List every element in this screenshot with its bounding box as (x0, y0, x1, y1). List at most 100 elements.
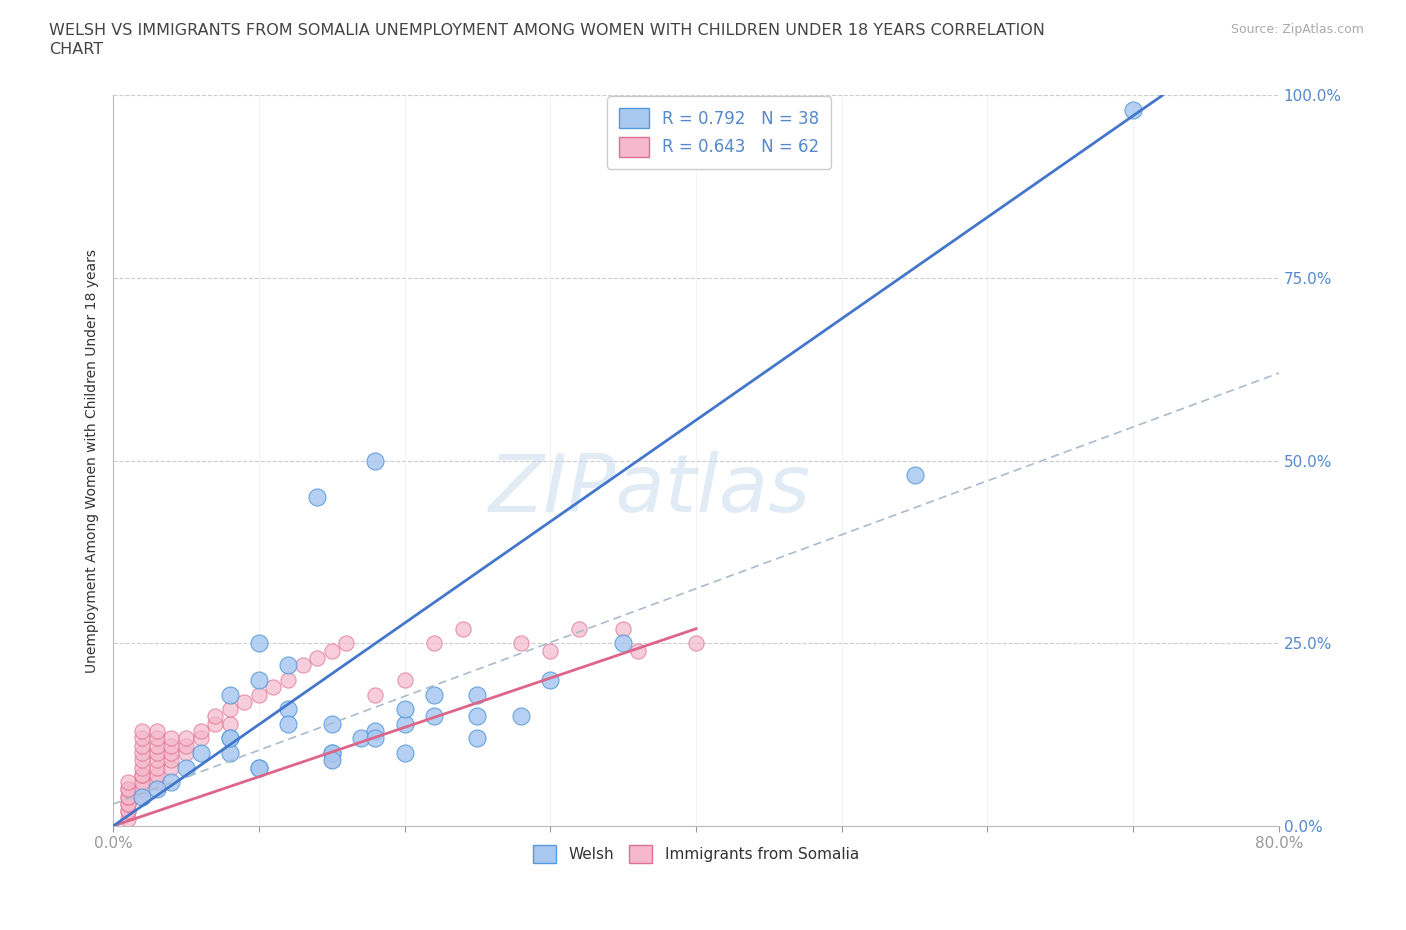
Point (394, 716, 416, 731)
Point (146, 782, 169, 797)
Point (117, 775, 139, 790)
Point (321, 746, 343, 761)
Point (423, 636, 446, 651)
Point (174, 738, 197, 753)
Point (904, 468, 927, 483)
Point (277, 672, 299, 687)
Point (247, 760, 270, 775)
Point (131, 767, 153, 782)
Point (277, 701, 299, 716)
Point (233, 695, 256, 710)
Point (117, 811, 139, 826)
Point (247, 687, 270, 702)
Point (146, 738, 169, 753)
Text: ZIPatlas: ZIPatlas (488, 451, 810, 529)
Point (510, 709, 533, 724)
Point (131, 782, 153, 797)
Point (307, 490, 329, 505)
Point (350, 731, 373, 746)
Point (1122, 102, 1144, 117)
Point (277, 658, 299, 672)
Point (160, 775, 183, 790)
Point (423, 687, 446, 702)
Point (117, 797, 139, 812)
Point (321, 752, 343, 767)
Point (160, 752, 183, 767)
Point (131, 746, 153, 761)
Point (174, 746, 197, 761)
Point (117, 782, 139, 797)
Point (204, 709, 226, 724)
Point (467, 709, 489, 724)
Point (160, 746, 183, 761)
Point (394, 701, 416, 716)
Point (131, 790, 153, 804)
Point (247, 672, 270, 687)
Legend: Welsh, Immigrants from Somalia: Welsh, Immigrants from Somalia (527, 839, 865, 870)
Point (685, 636, 707, 651)
Point (117, 790, 139, 804)
Point (627, 644, 650, 658)
Point (364, 453, 387, 468)
Point (612, 621, 634, 636)
Text: Source: ZipAtlas.com: Source: ZipAtlas.com (1230, 23, 1364, 36)
Point (146, 760, 169, 775)
Point (321, 752, 343, 767)
Point (117, 804, 139, 818)
Point (394, 746, 416, 761)
Point (247, 636, 270, 651)
Point (146, 731, 169, 746)
Point (160, 760, 183, 775)
Point (218, 716, 240, 731)
Text: WELSH VS IMMIGRANTS FROM SOMALIA UNEMPLOYMENT AMONG WOMEN WITH CHILDREN UNDER 18: WELSH VS IMMIGRANTS FROM SOMALIA UNEMPLO… (49, 23, 1045, 38)
Point (174, 760, 197, 775)
Point (510, 636, 533, 651)
Y-axis label: Unemployment Among Women with Children Under 18 years: Unemployment Among Women with Children U… (86, 248, 100, 672)
Point (131, 724, 153, 738)
Text: CHART: CHART (49, 42, 103, 57)
Point (364, 731, 387, 746)
Point (190, 724, 212, 738)
Point (146, 746, 169, 761)
Point (160, 738, 183, 753)
Point (117, 804, 139, 818)
Point (467, 731, 489, 746)
Point (131, 790, 153, 804)
Point (277, 716, 299, 731)
Point (146, 752, 169, 767)
Point (321, 716, 343, 731)
Point (146, 767, 169, 782)
Point (218, 731, 240, 746)
Point (218, 746, 240, 761)
Point (190, 731, 212, 746)
Point (131, 752, 153, 767)
Point (204, 716, 226, 731)
Point (263, 680, 285, 695)
Point (568, 621, 591, 636)
Point (146, 724, 169, 738)
Point (538, 644, 561, 658)
Point (321, 644, 343, 658)
Point (247, 760, 270, 775)
Point (321, 746, 343, 761)
Point (117, 782, 139, 797)
Point (218, 731, 240, 746)
Point (190, 746, 212, 761)
Point (131, 738, 153, 753)
Point (364, 687, 387, 702)
Point (291, 658, 314, 672)
Point (423, 709, 446, 724)
Point (612, 636, 634, 651)
Point (131, 760, 153, 775)
Point (117, 790, 139, 804)
Point (218, 701, 240, 716)
Point (160, 731, 183, 746)
Point (218, 687, 240, 702)
Point (131, 731, 153, 746)
Point (538, 672, 561, 687)
Point (131, 775, 153, 790)
Point (146, 775, 169, 790)
Point (307, 650, 329, 665)
Point (174, 731, 197, 746)
Point (131, 767, 153, 782)
